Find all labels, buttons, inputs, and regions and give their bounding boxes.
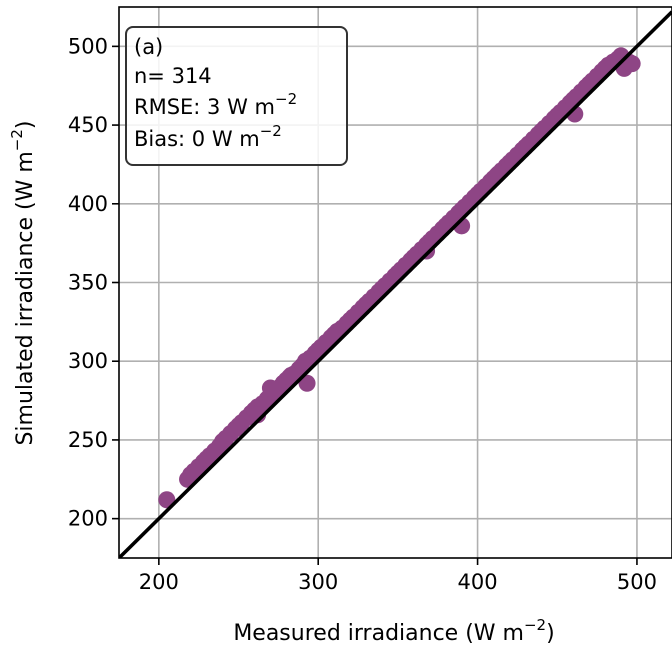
y-axis-label: Simulated irradiance (W m−2) [8, 120, 38, 445]
x-tick-label: 500 [617, 570, 657, 594]
y-tick-label: 200 [68, 507, 108, 531]
y-tick-label: 300 [68, 349, 108, 373]
one-to-one-line [119, 10, 672, 558]
y-tick-label: 450 [68, 113, 108, 137]
x-tick-label: 300 [298, 570, 338, 594]
n-count: n= 314 [134, 64, 212, 88]
stats-annotation: (a) n= 314 RMSE: 3 W m−2 Bias: 0 W m−2 [125, 26, 348, 166]
data-point [158, 491, 176, 509]
y-tick-label: 400 [68, 192, 108, 216]
axis-ticks: 200 300 400 500 200 250 300 350 400 450 500 [68, 34, 657, 594]
data-points [158, 47, 641, 509]
data-point [418, 242, 436, 260]
panel-label: (a) [134, 35, 163, 59]
annotation-box [125, 26, 348, 166]
y-tick-label: 250 [68, 428, 108, 452]
bias-line: Bias: 0 W m−2 [134, 122, 282, 151]
data-point [282, 366, 300, 384]
x-axis-label: Measured irradiance (W m−2) [233, 616, 554, 645]
x-tick-label: 200 [139, 570, 179, 594]
data-point [623, 55, 641, 73]
y-tick-label: 350 [68, 271, 108, 295]
y-tick-label: 500 [68, 34, 108, 58]
data-point [298, 374, 316, 392]
rmse-line: RMSE: 3 W m−2 [134, 90, 297, 119]
x-tick-label: 400 [458, 570, 498, 594]
data-point [261, 379, 279, 397]
grid [119, 7, 672, 558]
